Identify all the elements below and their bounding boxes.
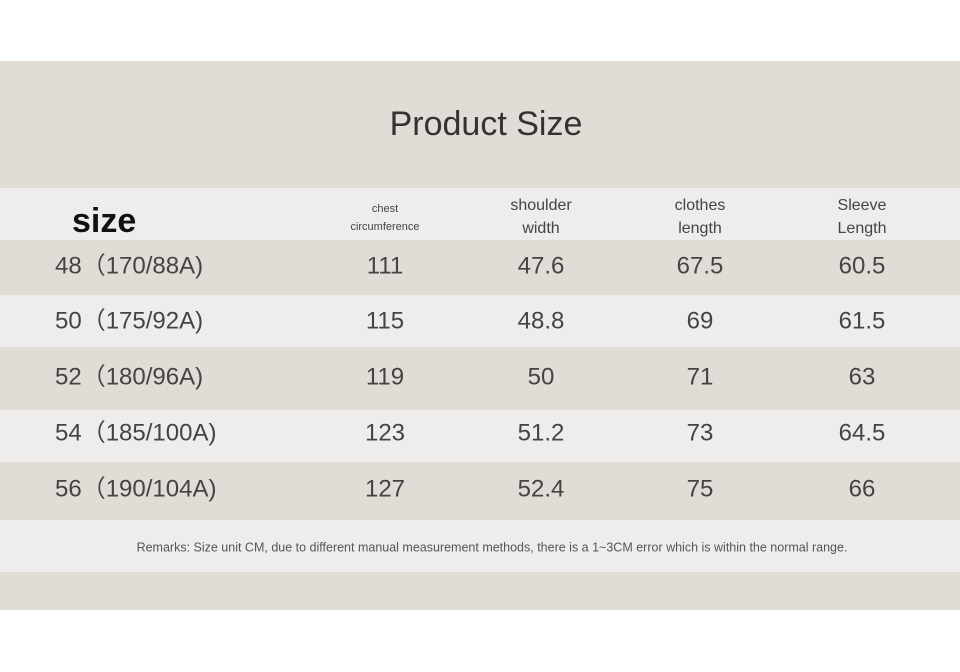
- table-cell: 127: [365, 475, 405, 502]
- table-cell: 64.5: [839, 419, 886, 446]
- header-cell: size: [72, 202, 136, 240]
- table-cell: 47.6: [518, 252, 565, 279]
- header-cell: chest: [372, 203, 398, 215]
- table-cell: 119: [366, 363, 404, 390]
- header-cell: Length: [838, 220, 887, 237]
- remarks: Remarks: Size unit CM, due to different …: [137, 540, 848, 554]
- table-cell: 50（175/92A): [55, 307, 203, 334]
- table-cell: 66: [849, 475, 876, 502]
- header-row: [0, 188, 960, 240]
- row-stripe: [0, 295, 960, 347]
- header-cell: width: [521, 220, 559, 237]
- remarks-row: [0, 520, 960, 572]
- table-cell: 51.2: [518, 419, 565, 446]
- table-cell: 61.5: [839, 307, 886, 334]
- table-cell: 52.4: [518, 475, 565, 502]
- table-cell: 48（170/88A): [55, 252, 203, 279]
- table-cell: 63: [849, 363, 876, 390]
- header-cell: Sleeve: [838, 197, 887, 214]
- table-cell: 73: [687, 419, 714, 446]
- table-cell: 54（185/100A): [55, 419, 216, 446]
- table-cell: 60.5: [839, 252, 886, 279]
- table-cell: 123: [365, 419, 405, 446]
- table-cell: 50: [528, 363, 555, 390]
- header-cell: length: [678, 220, 722, 237]
- table-cell: 69: [687, 307, 714, 334]
- table-cell: 67.5: [677, 252, 724, 279]
- table-cell: 115: [366, 307, 404, 334]
- table-cell: 56（190/104A): [55, 475, 216, 502]
- table-cell: 111: [367, 252, 403, 279]
- title: Product Size: [390, 105, 583, 143]
- row-stripe: [0, 410, 960, 462]
- table-cell: 75: [687, 475, 714, 502]
- table-cell: 48.8: [518, 307, 565, 334]
- header-cell: circumference: [350, 221, 419, 233]
- table-cell: 71: [687, 363, 714, 390]
- header-cell: shoulder: [510, 197, 572, 214]
- table-cell: 52（180/96A): [55, 363, 203, 390]
- header-cell: clothes: [675, 197, 726, 214]
